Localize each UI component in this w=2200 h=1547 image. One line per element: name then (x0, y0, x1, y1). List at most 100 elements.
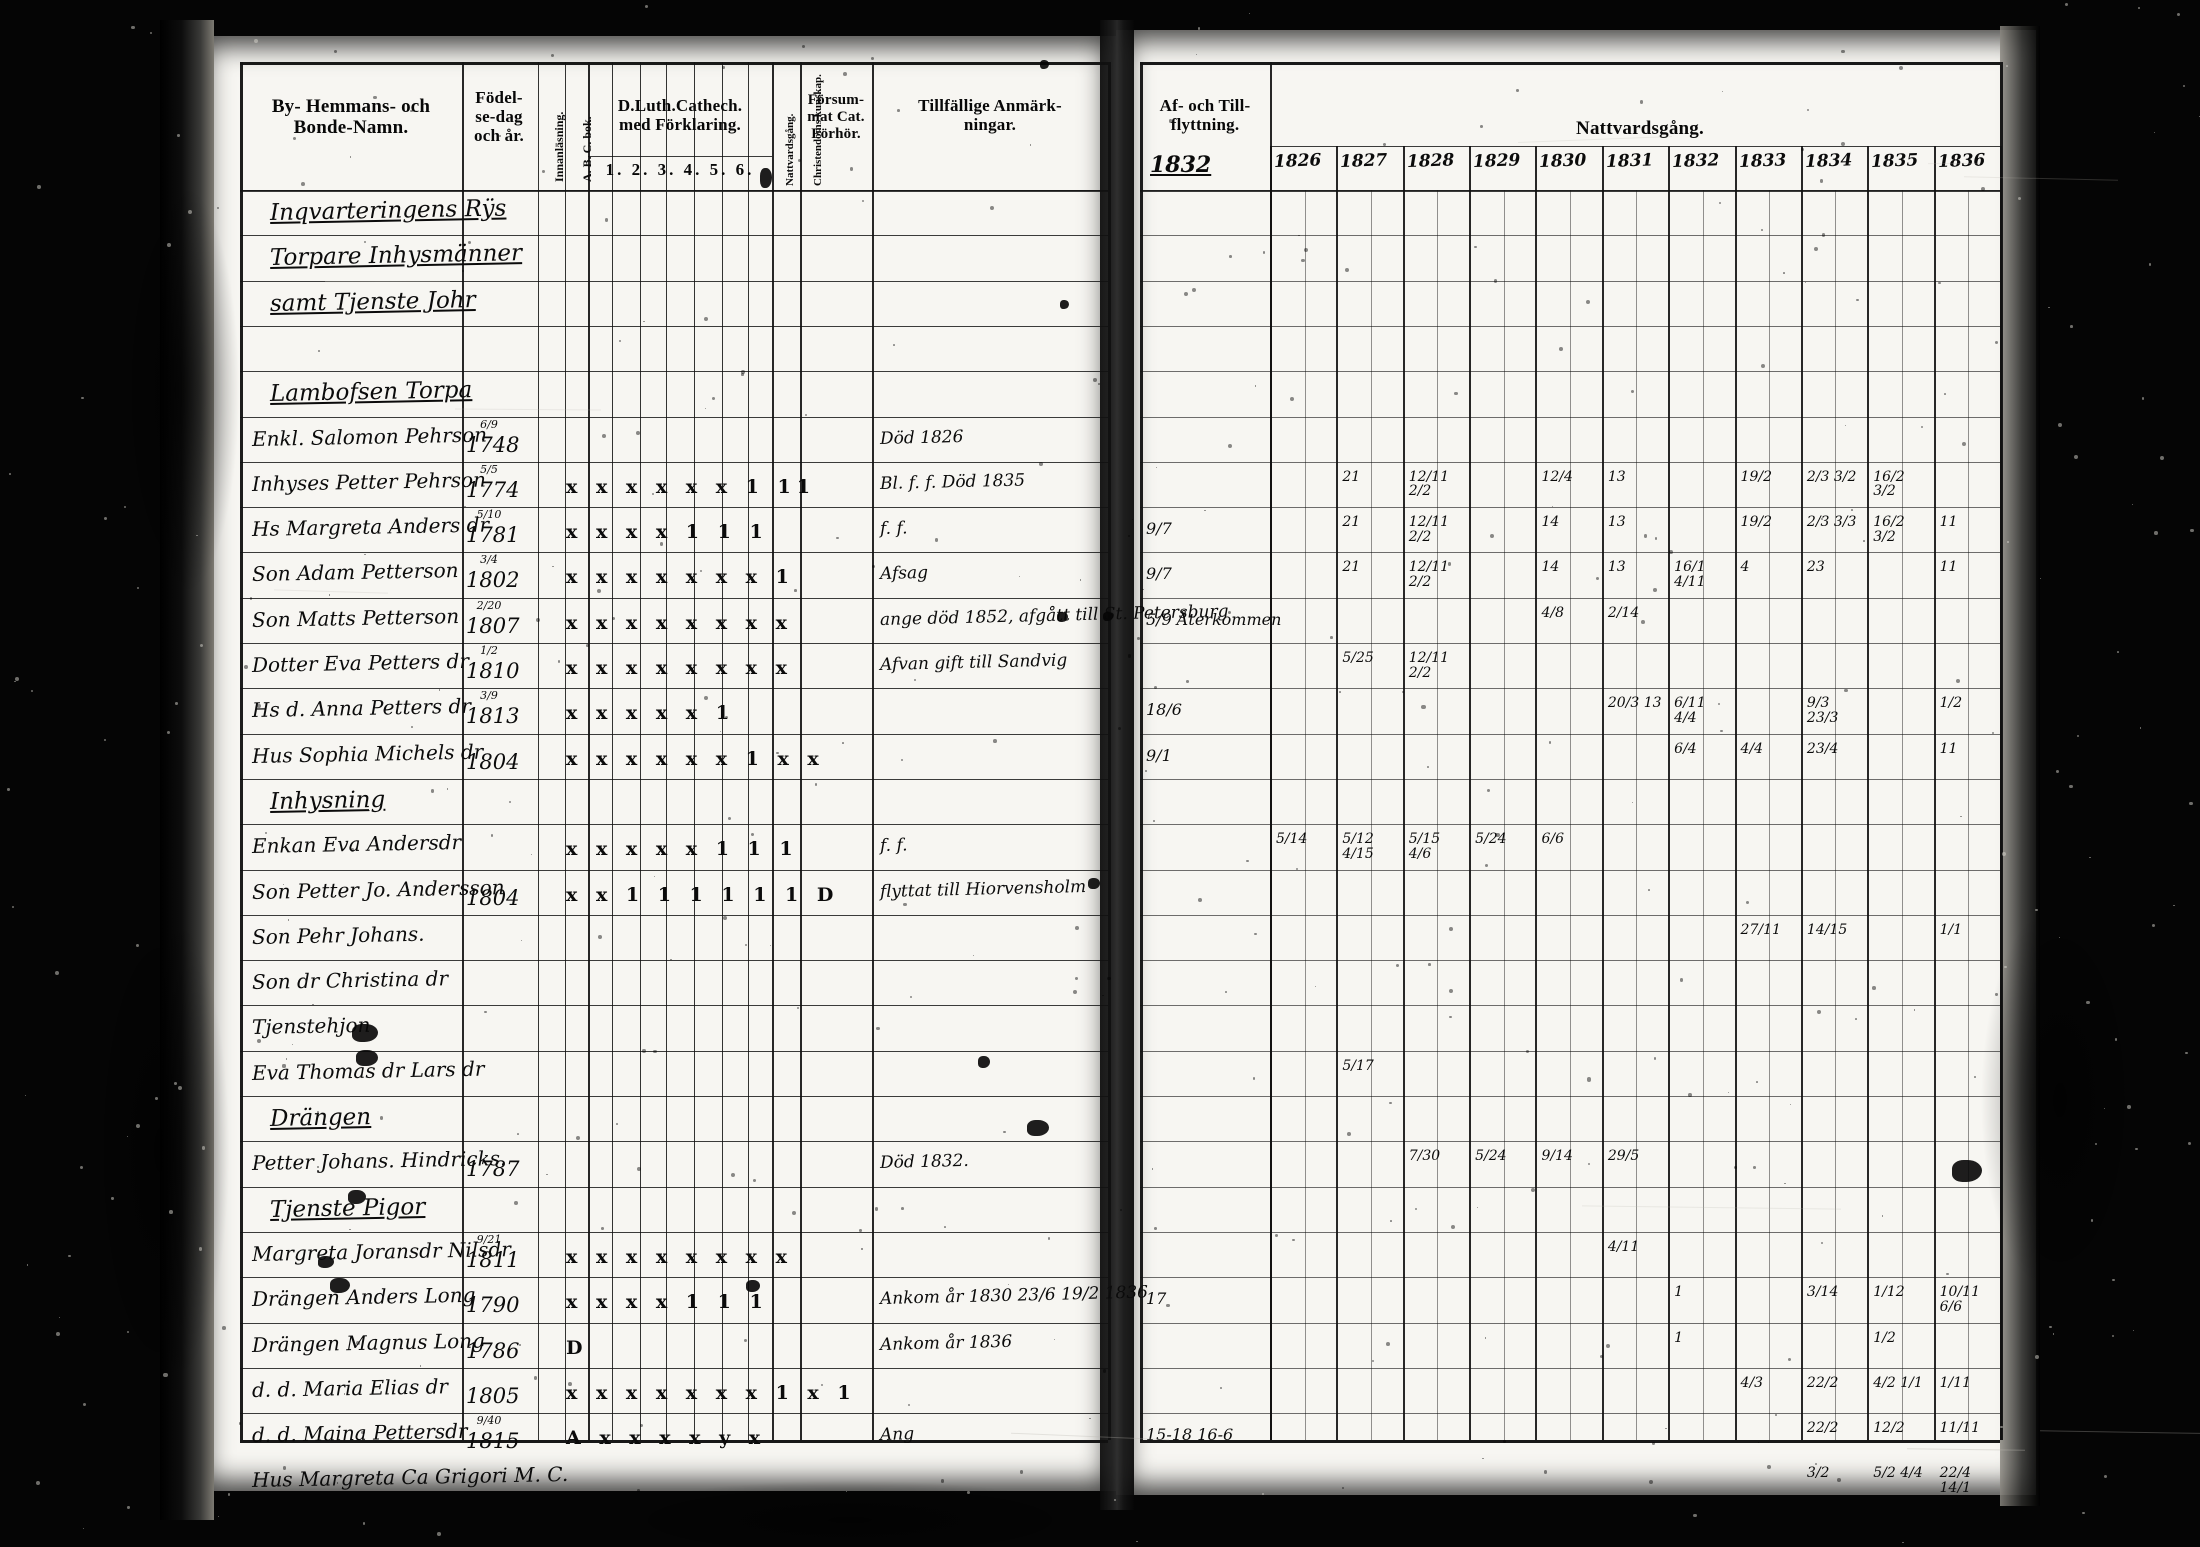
header-catechism: D.Luth.Cathech. med Förklaring. (617, 96, 743, 135)
scan-speck (1551, 505, 1554, 507)
scan-speck (901, 1207, 905, 1211)
book-gutter (1100, 20, 1134, 1510)
scan-speck (283, 883, 285, 885)
right-row-line (1140, 552, 2000, 554)
scan-speck (1197, 27, 1201, 30)
header-vertical-abcbok: A. B. C. bok. (580, 116, 594, 182)
scan-speck (257, 704, 261, 708)
right-row-line (1140, 325, 2000, 327)
communion-mark: 1/12 (1873, 1284, 1905, 1301)
scan-speck (551, 565, 554, 568)
entry-name: Torpare Inhysmänner (269, 240, 523, 272)
year-subdivider-1 (1370, 190, 1372, 1440)
scan-speck (15, 676, 20, 681)
ink-blot-9 (978, 1056, 990, 1068)
scan-speck (1654, 537, 1658, 541)
right-table-border-bottom (1140, 1440, 2000, 1443)
row-line (240, 1141, 1108, 1143)
scan-speck (1721, 90, 1723, 92)
entry-name: Lambofsen Torpa (269, 377, 473, 408)
scan-speck (2185, 1051, 2188, 1055)
scan-speck (1841, 142, 1846, 147)
scan-speck (1994, 341, 1998, 345)
scan-speck (1719, 729, 1723, 733)
communion-mark: 2/14 (1607, 604, 1640, 621)
scan-speck (730, 1173, 735, 1178)
row-line (240, 1367, 1108, 1369)
entry-name: Drängen Anders Long (251, 1282, 476, 1312)
entry-birth-fraction: 3/4 (480, 553, 498, 567)
entry-birth-year: 1786 (466, 1338, 520, 1363)
communion-mark: 20/3 13 (1607, 695, 1662, 712)
scan-speck (2073, 454, 2078, 459)
scan-speck (176, 134, 180, 137)
entry-birth-fraction: 6/9 (480, 417, 498, 431)
scan-speck (1389, 1101, 1392, 1105)
scan-speck (1154, 1226, 1158, 1230)
entry-birth-year: 1804 (466, 749, 520, 774)
year-subdivider-6 (1702, 190, 1704, 1440)
year-divider-4 (1535, 146, 1538, 1440)
scan-speck (410, 725, 413, 728)
scan-speck (127, 1135, 129, 1137)
scan-speck (1204, 510, 1206, 512)
entry-migration: 9/7 (1146, 564, 1172, 584)
scan-speck (1219, 1386, 1222, 1389)
ink-blot-4 (330, 1278, 350, 1293)
scan-speck (103, 516, 108, 521)
left-page-paper (196, 36, 1116, 1491)
scan-speck (1718, 703, 1721, 706)
scan-speck (355, 1340, 360, 1345)
scan-speck (1447, 562, 1452, 567)
scan-speck (1142, 588, 1144, 590)
row-line (240, 1322, 1108, 1324)
scan-speck (2126, 1105, 2131, 1110)
scan-speck (1118, 726, 1122, 731)
entry-birth-fraction: 9/40 (476, 1414, 502, 1428)
scan-speck (1345, 268, 1350, 273)
scan-speck (1476, 1207, 1479, 1209)
ink-blot-3 (318, 1256, 334, 1268)
scan-speck (1192, 288, 1197, 293)
communion-mark: 21 (1342, 514, 1361, 531)
scan-speck (1819, 179, 1824, 183)
scan-speck (1038, 462, 1043, 466)
scan-speck (2090, 1218, 2094, 1222)
row-line (240, 325, 1108, 327)
year-divider-6 (1668, 146, 1671, 1440)
right-row-line (1140, 643, 2000, 644)
scan-speck (2132, 503, 2134, 506)
right-row-line (1140, 1367, 2000, 1369)
communion-mark: 11 (1939, 559, 1958, 576)
scan-speck (55, 971, 60, 976)
column-divider-9 (722, 62, 723, 1440)
scan-speck (2035, 908, 2038, 912)
scan-speck (1693, 1513, 1697, 1518)
ink-blot-8 (1088, 878, 1100, 889)
scan-speck (602, 434, 607, 439)
scan-speck (1262, 251, 1266, 254)
entry-catechism-marks: x x x x x x x 1 x 1 (566, 1381, 857, 1404)
entry-name: Son Matts Petterson (251, 603, 460, 632)
row-line (240, 597, 1108, 599)
scan-speck (1428, 963, 1431, 966)
scan-speck (1075, 925, 1079, 930)
scan-speck (2059, 936, 2061, 938)
scan-speck (1944, 392, 1946, 395)
scan-speck (282, 1465, 287, 1470)
scan-speck (2103, 1475, 2107, 1479)
scan-speck (2173, 904, 2175, 907)
communion-mark: 23 (1806, 559, 1825, 576)
communion-mark: 12/11 2/2 (1408, 650, 1450, 681)
scan-speck (636, 431, 641, 435)
scan-speck (1960, 815, 1963, 818)
right-row-line (1140, 1231, 2000, 1233)
year-subdivider-10 (1968, 190, 1970, 1440)
row-line (240, 190, 1108, 191)
entry-birth-year: 1813 (466, 704, 520, 729)
row-line (240, 1005, 1108, 1007)
scan-speck (1548, 741, 1552, 744)
scan-speck (1229, 255, 1232, 258)
communion-mark: 9/3 23/3 (1806, 695, 1839, 726)
scan-speck (127, 1331, 130, 1334)
